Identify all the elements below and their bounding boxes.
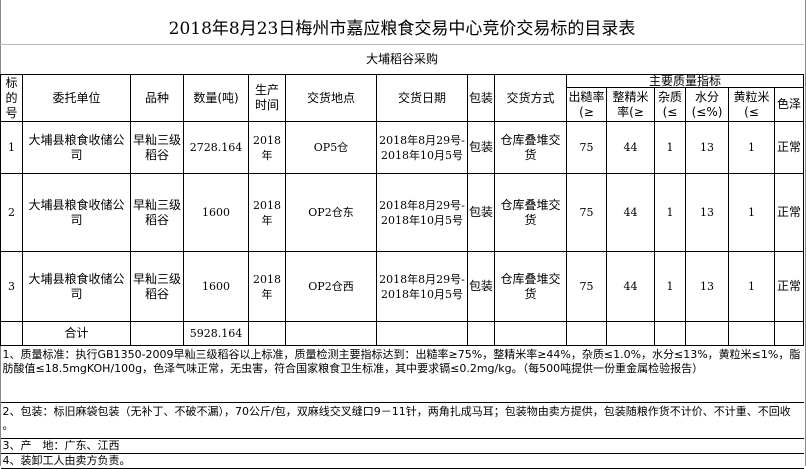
- cell-lot-no: 3: [0, 251, 23, 322]
- total-row: 合计 5928.164: [0, 321, 805, 346]
- lot-table: 标的号 委托单位 品种 数量(吨) 生产时间 交货地点 交货日期 包装 交货方式…: [0, 74, 805, 469]
- cell-packaging: 包装: [467, 251, 495, 322]
- header-consignor: 委托单位: [22, 74, 131, 122]
- table-row: 1 大埔县粮食收储公司 早籼三级稻谷 2728.164 2018年 OP5仓 2…: [0, 121, 805, 174]
- note-quality-standard: 1、质量标准：执行GB1350-2009早籼三级稻谷以上标准，质量检测主要指标达…: [0, 345, 804, 403]
- header-quality-group: 主要质量指标: [565, 74, 805, 88]
- cell-head-rice-rate: 44: [606, 121, 655, 174]
- cell-moisture: 13: [685, 251, 729, 322]
- cell-packaging: 包装: [467, 121, 495, 174]
- cell-quantity: 1600: [183, 173, 249, 252]
- cell-consignor: 大埔县粮食收储公司: [22, 173, 131, 252]
- header-head-rice-rate: 整精米率(≥: [606, 87, 655, 122]
- cell-delivery-method: 仓库叠堆交货: [494, 251, 567, 322]
- header-husked-rate: 出糙率(≥: [566, 87, 607, 122]
- cell-husked-rate: 75: [566, 251, 607, 322]
- header-production-time: 生产时间: [248, 74, 286, 122]
- cell-variety: 早籼三级稻谷: [130, 121, 184, 174]
- cell-delivery-place: OP2仓东: [285, 173, 377, 252]
- cell-delivery-place: OP2仓西: [285, 251, 377, 322]
- header-variety: 品种: [130, 74, 184, 122]
- cell-quantity: 1600: [183, 251, 249, 322]
- note-origin: 3、产 地：广东、江西: [0, 438, 804, 454]
- cell-delivery-date: 2018年8月29号-2018年10月5号: [376, 121, 468, 174]
- table-row: 3 大埔县粮食收储公司 早籼三级稻谷 1600 2018年 OP2仓西 2018…: [0, 251, 805, 322]
- note-packaging: 2、包装：标旧麻袋包装（无补丁、不破不漏），70公斤/包，双麻线交叉缝口9－11…: [0, 402, 804, 439]
- cell-impurity: 1: [654, 173, 686, 252]
- cell-husked-rate: 75: [566, 173, 607, 252]
- cell-delivery-method: 仓库叠堆交货: [494, 173, 567, 252]
- cell-husked-rate: 75: [566, 121, 607, 174]
- header-delivery-place: 交货地点: [285, 74, 377, 122]
- cell-consignor: 大埔县粮食收储公司: [22, 251, 131, 322]
- cell-lot-no: 2: [0, 173, 23, 252]
- total-quantity: 5928.164: [183, 321, 249, 346]
- cell-color: 正常: [773, 121, 805, 174]
- header-delivery-method: 交货方式: [494, 74, 567, 122]
- header-color: 色泽: [773, 87, 805, 122]
- cell-delivery-date: 2018年8月29号-2018年10月5号: [376, 251, 468, 322]
- cell-variety: 早籼三级稻谷: [130, 251, 184, 322]
- header-yellow-kernel: 黄粒米(≤: [728, 87, 775, 122]
- cell-color: 正常: [773, 173, 805, 252]
- header-moisture: 水分(≤%): [685, 87, 729, 122]
- header-impurity: 杂质(≤: [654, 87, 686, 122]
- cell-production-time: 2018年: [248, 173, 286, 252]
- cell-consignor: 大埔县粮食收储公司: [22, 121, 131, 174]
- cell-variety: 早籼三级稻谷: [130, 173, 184, 252]
- total-label: 合计: [22, 321, 131, 346]
- cell-head-rice-rate: 44: [606, 251, 655, 322]
- cell-yellow-kernel: 1: [728, 251, 775, 322]
- cell-impurity: 1: [654, 121, 686, 174]
- header-packaging: 包装: [467, 74, 495, 122]
- cell-color: 正常: [773, 251, 805, 322]
- cell-production-time: 2018年: [248, 121, 286, 174]
- page-subtitle: 大埔稻谷采购: [365, 52, 438, 66]
- cell-delivery-place: OP5仓: [285, 121, 377, 174]
- cell-lot-no: 1: [0, 121, 23, 174]
- cell-impurity: 1: [654, 251, 686, 322]
- cell-yellow-kernel: 1: [728, 121, 775, 174]
- cell-yellow-kernel: 1: [728, 173, 775, 252]
- cell-packaging: 包装: [467, 173, 495, 252]
- cell-delivery-date: 2018年8月29号-2018年10月5号: [376, 173, 468, 252]
- note-loading: 4、装卸工人由卖方负责。: [0, 453, 804, 469]
- cell-moisture: 13: [685, 121, 729, 174]
- cell-head-rice-rate: 44: [606, 173, 655, 252]
- page-title: 2018年8月23日梅州市嘉应粮食交易中心竞价交易标的目录表: [0, 0, 804, 45]
- header-lot-no: 标的号: [0, 74, 23, 122]
- cell-production-time: 2018年: [248, 251, 286, 322]
- cell-quantity: 2728.164: [183, 121, 249, 174]
- cell-delivery-method: 仓库叠堆交货: [494, 121, 567, 174]
- table-row: 2 大埔县粮食收储公司 早籼三级稻谷 1600 2018年 OP2仓东 2018…: [0, 173, 805, 252]
- cell-moisture: 13: [685, 173, 729, 252]
- header-quantity: 数量(吨): [183, 74, 249, 122]
- header-delivery-date: 交货日期: [376, 74, 468, 122]
